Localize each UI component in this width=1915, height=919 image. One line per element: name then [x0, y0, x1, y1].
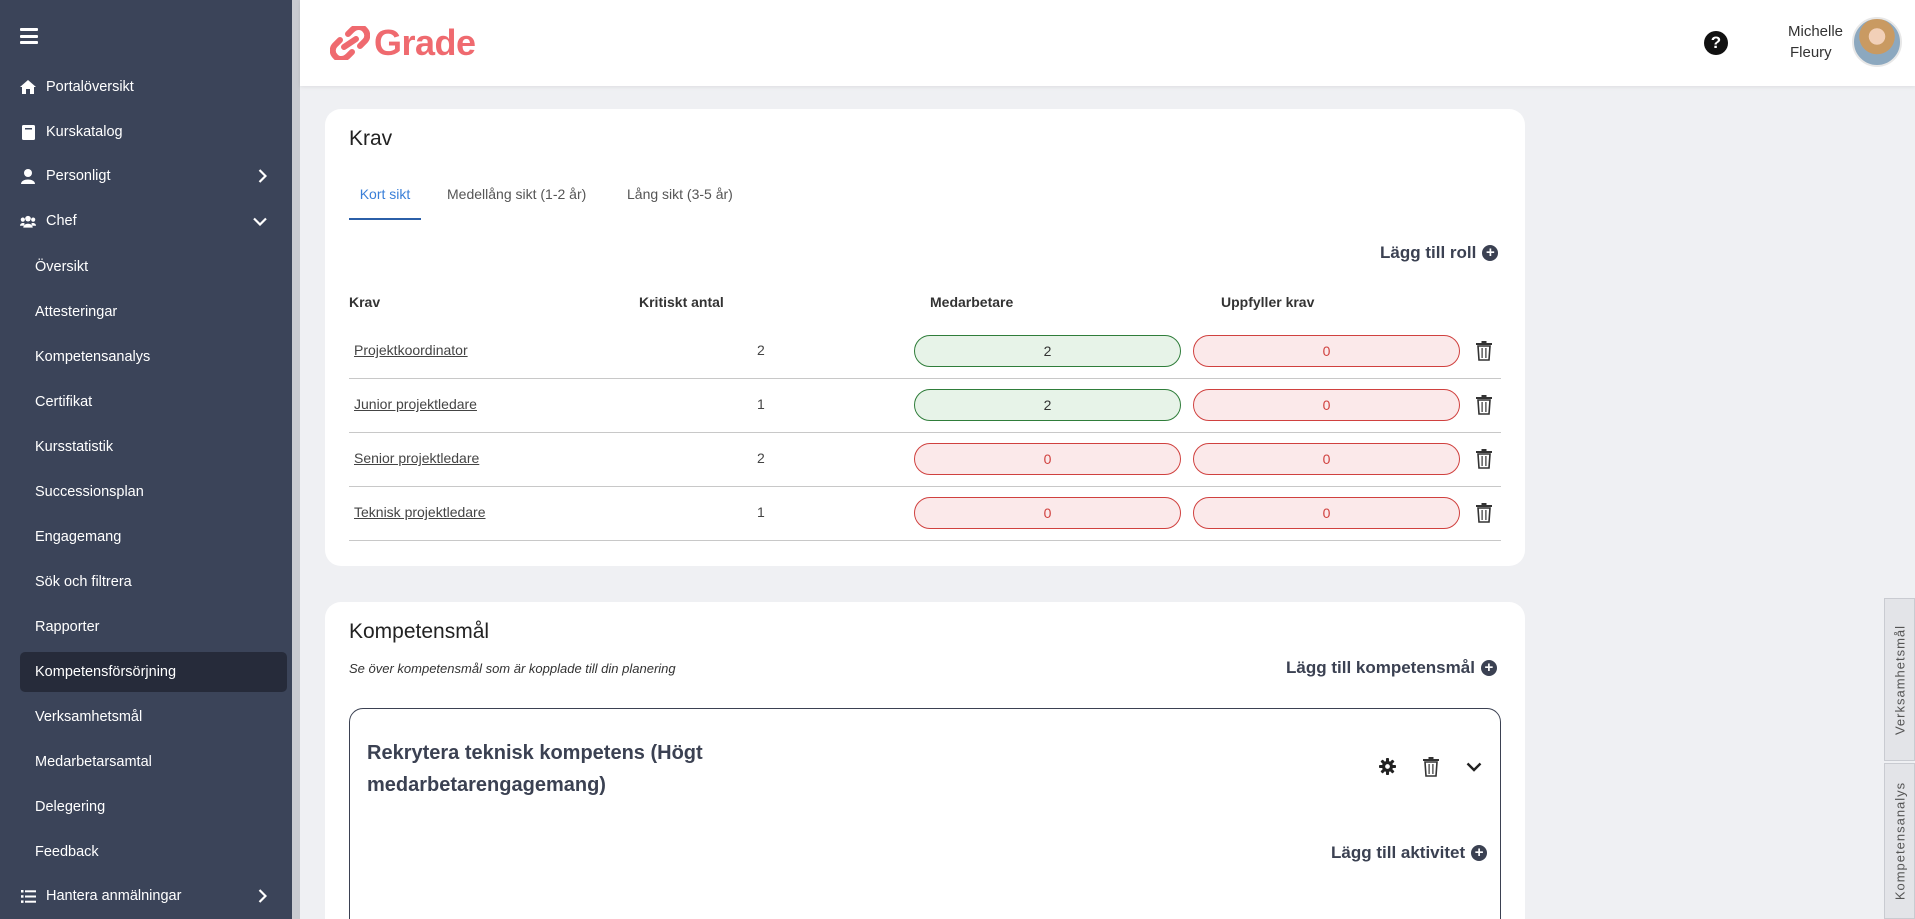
- krav-title: Krav: [349, 127, 393, 150]
- grade-logo[interactable]: Grade: [330, 22, 476, 64]
- meets-requirement-pill[interactable]: 0: [1193, 443, 1460, 475]
- table-row: Senior projektledare 2 0 0: [349, 433, 1501, 487]
- sidebar-subitem-successionsplan[interactable]: Successionsplan: [35, 484, 144, 500]
- add-activity-label: Lägg till aktivitet: [1331, 843, 1466, 862]
- add-competence-goal-button[interactable]: Lägg till kompetensmål +: [1286, 658, 1497, 678]
- plus-circle-icon: +: [1482, 245, 1499, 261]
- kompetensmal-subtitle: Se över kompetensmål som är kopplade til…: [349, 661, 676, 676]
- link-logo-icon: [330, 26, 370, 60]
- chevron-right-icon: [258, 889, 268, 907]
- trash-icon[interactable]: [1476, 503, 1492, 523]
- user-last-name: Fleury: [1790, 44, 1832, 61]
- sidebar-item-portaloversikt[interactable]: Portalöversikt: [20, 67, 287, 107]
- competence-goal-box: [349, 708, 1501, 919]
- employees-count-pill[interactable]: 2: [914, 335, 1181, 367]
- sidebar-subitem-feedback[interactable]: Feedback: [35, 844, 99, 860]
- add-activity-button[interactable]: Lägg till aktivitet +: [1331, 843, 1488, 863]
- tab-kort-sikt[interactable]: Kort sikt: [349, 186, 421, 220]
- critical-count: 1: [757, 396, 765, 412]
- trash-icon[interactable]: [1476, 395, 1492, 415]
- sidebar-subitem-sok-och-filtrera[interactable]: Sök och filtrera: [35, 574, 132, 590]
- book-icon: [20, 124, 36, 140]
- tab-medellang-sikt[interactable]: Medellång sikt (1-2 år): [447, 186, 587, 202]
- side-tab-verksamhetsmal[interactable]: Verksamhetsmål: [1884, 598, 1915, 761]
- add-competence-goal-label: Lägg till kompetensmål: [1286, 658, 1475, 677]
- side-tab-label: Verksamhetsmål: [1892, 624, 1907, 735]
- help-icon[interactable]: ?: [1704, 31, 1728, 55]
- column-header-medarbetare: Medarbetare: [930, 294, 1014, 310]
- role-link[interactable]: Senior projektledare: [354, 450, 480, 466]
- employees-count-pill[interactable]: 0: [914, 443, 1181, 475]
- role-link[interactable]: Junior projektledare: [354, 396, 477, 412]
- plus-circle-icon: +: [1480, 660, 1497, 676]
- role-link[interactable]: Teknisk projektledare: [354, 504, 486, 520]
- side-tab-kompetensanalys[interactable]: Kompetensanalys: [1884, 763, 1915, 919]
- sidebar-subitem-kompetensforsorjning[interactable]: Kompetensförsörjning: [20, 652, 287, 692]
- employees-count-pill[interactable]: 2: [914, 389, 1181, 421]
- add-role-label: Lägg till roll: [1380, 243, 1477, 262]
- table-row: Projektkoordinator 2 2 0: [349, 325, 1501, 379]
- tab-lang-sikt[interactable]: Lång sikt (3-5 år): [627, 186, 733, 202]
- table-row: Junior projektledare 1 2 0: [349, 379, 1501, 433]
- chevron-down-icon[interactable]: [1466, 762, 1482, 772]
- sidebar-subitem-oversikt[interactable]: Översikt: [35, 259, 89, 275]
- home-icon: [20, 79, 36, 95]
- list-icon: [20, 888, 36, 904]
- column-header-uppfyller-krav: Uppfyller krav: [1221, 294, 1315, 310]
- sidebar-subitem-kompetensanalys[interactable]: Kompetensanalys: [35, 349, 151, 365]
- column-header-krav: Krav: [349, 294, 381, 310]
- side-tab-label: Kompetensanalys: [1892, 781, 1907, 901]
- sidebar-item-chef[interactable]: Chef: [20, 201, 287, 241]
- critical-count: 2: [757, 450, 765, 466]
- trash-icon[interactable]: [1423, 757, 1439, 777]
- sidebar-item-kurskatalog[interactable]: Kurskatalog: [20, 112, 287, 152]
- top-header: [300, 0, 1915, 86]
- sidebar-item-label: Portalöversikt: [46, 79, 134, 95]
- meets-requirement-pill[interactable]: 0: [1193, 389, 1460, 421]
- kompetensmal-title: Kompetensmål: [349, 620, 490, 643]
- sidebar-subitem-delegering[interactable]: Delegering: [35, 799, 106, 815]
- table-row: Teknisk projektledare 1 0 0: [349, 487, 1501, 541]
- meets-requirement-pill[interactable]: 0: [1193, 497, 1460, 529]
- trash-icon[interactable]: [1476, 341, 1492, 361]
- person-icon: [20, 168, 36, 184]
- competence-goal-title: Rekrytera teknisk kompetens (Högt medarb…: [367, 742, 703, 796]
- plus-circle-icon: +: [1471, 845, 1488, 861]
- critical-count: 2: [757, 342, 765, 358]
- sidebar-subitem-engagemang[interactable]: Engagemang: [35, 529, 122, 545]
- sidebar-item-label: Personligt: [46, 168, 111, 184]
- sidebar: Portalöversikt Kurskatalog Personligt Ch…: [0, 0, 292, 919]
- hamburger-menu-icon[interactable]: [20, 28, 38, 44]
- sidebar-item-label: Hantera anmälningar: [46, 888, 182, 904]
- role-link[interactable]: Projektkoordinator: [354, 342, 468, 358]
- sidebar-item-hantera-anmalningar[interactable]: Hantera anmälningar: [20, 876, 287, 916]
- add-role-button[interactable]: Lägg till roll +: [1380, 243, 1499, 263]
- chevron-right-icon: [258, 169, 268, 187]
- chevron-down-icon: [253, 214, 267, 230]
- employees-count-pill[interactable]: 0: [914, 497, 1181, 529]
- sidebar-item-label: Chef: [46, 213, 77, 229]
- kompetensmal-card: [325, 602, 1525, 919]
- meets-requirement-pill[interactable]: 0: [1193, 335, 1460, 367]
- user-name[interactable]: Michelle Fleury: [1788, 21, 1843, 63]
- sidebar-item-personligt[interactable]: Personligt: [20, 156, 287, 196]
- trash-icon[interactable]: [1476, 449, 1492, 469]
- gear-icon[interactable]: [1379, 758, 1396, 775]
- column-header-kritiskt-antal: Kritiskt antal: [639, 294, 724, 310]
- avatar[interactable]: [1852, 17, 1902, 67]
- sidebar-scrollbar[interactable]: [292, 0, 300, 919]
- sidebar-subitem-kursstatistik[interactable]: Kursstatistik: [35, 439, 114, 455]
- sidebar-subitem-certifikat[interactable]: Certifikat: [35, 394, 93, 410]
- sidebar-item-label: Kurskatalog: [46, 124, 123, 140]
- critical-count: 1: [757, 504, 765, 520]
- sidebar-subitem-verksamhetsmal[interactable]: Verksamhetsmål: [35, 709, 143, 725]
- logo-text: Grade: [374, 22, 476, 63]
- user-first-name: Michelle: [1788, 23, 1844, 40]
- sidebar-subitem-medarbetarsamtal[interactable]: Medarbetarsamtal: [35, 754, 152, 770]
- sidebar-subitem-rapporter[interactable]: Rapporter: [35, 619, 100, 635]
- sidebar-subitem-attesteringar[interactable]: Attesteringar: [35, 304, 118, 320]
- users-icon: [20, 213, 36, 229]
